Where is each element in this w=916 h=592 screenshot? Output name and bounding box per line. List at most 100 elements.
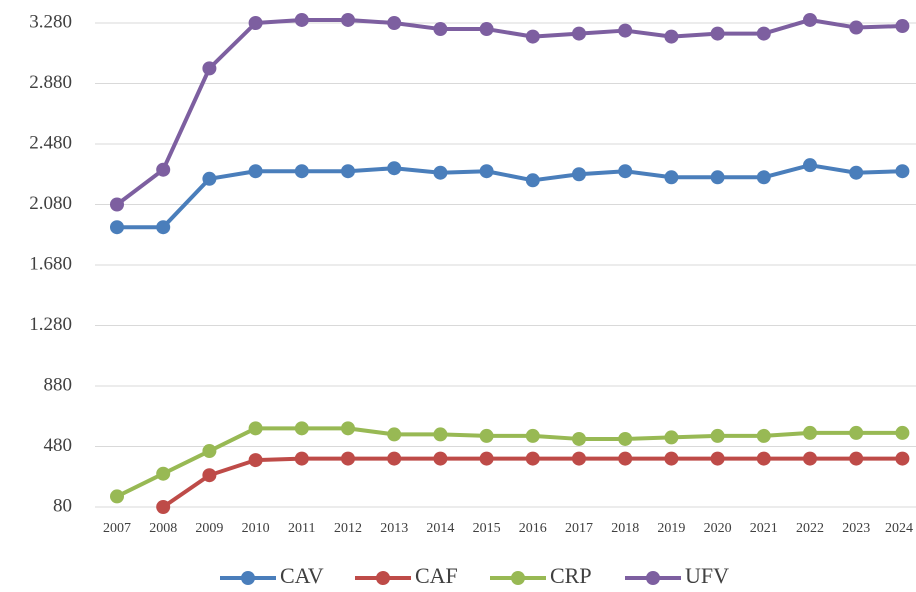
data-point [479,451,494,466]
data-point [248,164,263,179]
data-point [341,164,355,179]
data-point [803,12,817,27]
series-line [117,163,903,230]
legend-marker [376,571,390,585]
data-point [479,22,494,37]
legend-marker [241,571,255,585]
data-point [618,451,633,466]
x-tick-label: 2012 [334,521,362,536]
y-tick-label: 2.080 [29,193,72,214]
data-point [572,167,586,182]
x-tick-label: 2014 [426,521,454,536]
data-point [525,29,540,44]
y-tick-label: 2.480 [29,132,72,153]
series-line [116,426,903,499]
x-tick-label: 2011 [288,521,315,536]
data-point [248,453,263,468]
data-point [710,451,725,466]
x-tick-label: 2017 [565,521,593,536]
y-tick-label: 2.880 [29,72,72,93]
data-point [156,466,171,481]
x-tick-label: 2007 [103,521,131,536]
data-point [756,451,771,466]
data-point [895,19,910,34]
x-tick-label: 2021 [750,521,778,536]
data-point [525,451,540,466]
data-point [248,16,263,30]
data-point [618,164,633,179]
data-point [387,16,402,30]
data-point [156,220,171,235]
data-point [664,29,679,44]
data-point [387,427,402,442]
legend-marker [511,571,525,585]
data-point [294,12,309,27]
legend-label: CRP [550,563,592,588]
data-point [849,165,864,180]
data-point [525,428,540,443]
data-point [294,421,309,436]
data-point [110,489,124,504]
data-point [572,26,586,41]
x-tick-label: 2016 [519,521,547,536]
data-point [156,500,171,514]
data-point [479,428,494,443]
data-point [895,164,910,179]
x-tick-label: 2009 [195,521,223,536]
data-point [803,425,817,440]
data-point [849,425,864,440]
y-tick-label: 880 [44,374,73,395]
data-point [387,161,402,176]
x-tick-label: 2023 [842,521,870,536]
data-point [710,428,725,443]
data-point [618,23,633,38]
data-point [756,26,771,41]
data-point [756,170,771,185]
data-point [479,164,494,179]
data-point [341,421,355,436]
data-point [710,170,725,185]
legend-label: UFV [685,563,729,588]
data-point [433,451,448,466]
data-point [433,22,448,37]
data-point [202,61,217,76]
data-point [341,451,355,466]
data-point [294,164,309,179]
x-tick-label: 2022 [796,521,824,536]
data-point [618,431,633,446]
data-point [572,451,586,466]
data-point [895,451,910,466]
data-point [202,444,217,459]
legend-label: CAF [415,563,458,588]
x-tick-label: 2019 [657,521,685,536]
x-tick-label: 2020 [704,521,732,536]
data-point [803,451,817,466]
y-tick-label: 3.280 [29,11,72,32]
data-point [156,162,171,177]
x-tick-label: 2018 [611,521,639,536]
data-point [433,427,448,442]
data-point [341,12,355,27]
data-point [110,220,124,235]
data-point [710,26,725,41]
data-point [202,171,217,186]
data-point [248,421,263,436]
legend-label: CAV [280,563,324,588]
data-point [525,173,540,188]
data-point [664,451,679,466]
data-point [849,20,864,35]
data-point [202,468,217,483]
x-tick-label: 2010 [242,521,270,536]
data-point [664,170,679,185]
data-point [572,431,586,446]
y-tick-label: 80 [53,495,72,516]
x-tick-label: 2008 [149,521,177,536]
data-point [433,165,448,180]
data-point [294,451,309,466]
y-tick-label: 1.280 [29,314,72,335]
x-tick-label: 2024 [885,521,913,536]
y-tick-label: 1.680 [29,253,72,274]
data-point [756,428,771,443]
data-point [803,158,817,173]
